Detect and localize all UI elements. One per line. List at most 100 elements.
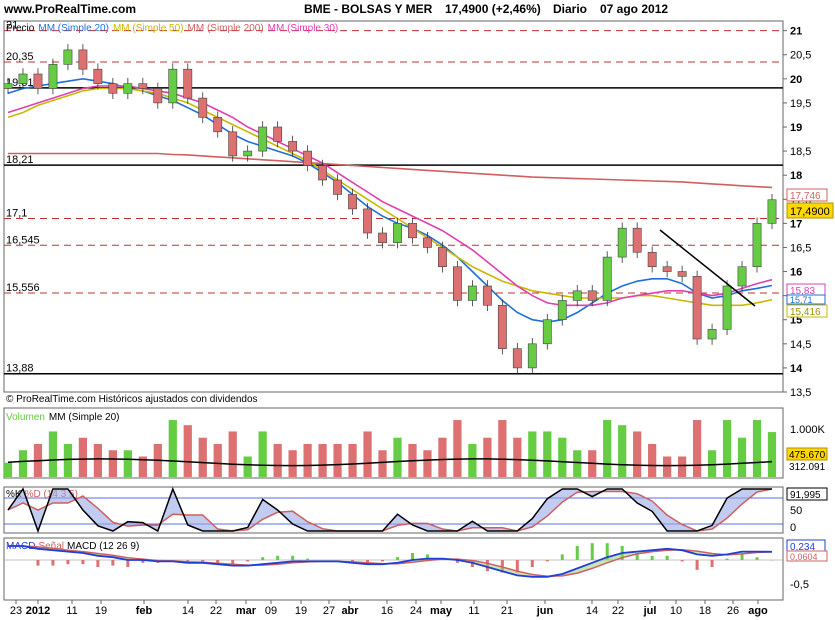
candle-body (18, 73, 28, 84)
legend-precio: Precio (6, 23, 35, 34)
price-tick: 20 (790, 74, 802, 86)
macd-hist-bar (680, 560, 684, 562)
candle-body (602, 256, 612, 301)
candle-body (438, 247, 447, 268)
svg-text:91,995: 91,995 (790, 490, 821, 501)
svg-text:17,746: 17,746 (790, 191, 821, 202)
mm50-line (7, 87, 773, 307)
trend-line (659, 229, 756, 307)
macd-hist-bar (126, 560, 130, 567)
macd-hist-bar (261, 557, 265, 560)
level-label: 21 (6, 20, 18, 32)
period-label: Diario (553, 2, 588, 16)
macd-hist-bar (710, 560, 714, 567)
value-box-mm200: 17,746 (786, 188, 828, 202)
price-tick: 20,5 (790, 50, 811, 62)
value-volume-last: 312.091 (789, 462, 826, 473)
volume-ma-line (7, 458, 773, 467)
volume-bar (752, 420, 762, 477)
candle-body (33, 73, 43, 89)
svg-text:15,416: 15,416 (790, 307, 821, 318)
volume-bar (18, 450, 28, 477)
time-label: jun (536, 605, 554, 617)
level-label: 20,35 (6, 51, 34, 63)
candle-body (78, 49, 88, 70)
moving-average-lines (7, 77, 773, 323)
time-label: 18 (699, 605, 711, 617)
svg-text:475.670: 475.670 (789, 450, 826, 461)
volume-bar (318, 443, 327, 477)
time-label: 09 (265, 605, 277, 617)
time-label: 2012 (26, 605, 50, 617)
value-box-mm20: 15,71 (786, 294, 826, 305)
candle-body (153, 88, 163, 104)
time-label: 11 (66, 605, 77, 617)
candle-body (378, 232, 387, 243)
macd-hist-bar (231, 560, 235, 565)
volume-bar (48, 431, 58, 477)
candle-body (617, 227, 627, 258)
legend-volume: Volumen (6, 412, 45, 423)
candle-body (647, 251, 657, 268)
candle-body (677, 271, 687, 277)
volume-bar (393, 437, 402, 477)
volume-bar (123, 450, 132, 477)
data-source-footer: © ProRealTime.com Históricos ajustados c… (6, 394, 258, 405)
macd-tick: -0,5 (790, 579, 809, 591)
time-label: 10 (670, 605, 682, 617)
volume-bar (168, 420, 177, 477)
macd-hist-bar (515, 560, 519, 573)
time-label: 23 (10, 605, 22, 617)
candle-body (482, 285, 492, 306)
volume-bar (737, 437, 747, 477)
price-tick: 18,5 (790, 146, 811, 158)
mm200-line (8, 152, 773, 189)
volume-bar (573, 450, 582, 477)
candle-body (752, 223, 762, 268)
value-box-signal: 0,0604 (786, 550, 828, 562)
volume-bar (423, 450, 432, 477)
candle-body (318, 165, 328, 181)
candle-body (288, 141, 298, 152)
svg-text:15,83: 15,83 (790, 286, 815, 297)
candle-body (452, 266, 462, 301)
volume-bar (288, 450, 297, 477)
macd-hist-bar (665, 555, 669, 560)
volume-bar (303, 443, 312, 477)
time-label: 21 (501, 605, 513, 617)
candle-body (123, 83, 133, 94)
candlesticks (3, 44, 777, 374)
candle-body (363, 208, 372, 234)
value-box-volume-ma: 475.670 (786, 447, 828, 461)
svg-text:0,0604: 0,0604 (790, 552, 818, 562)
candle-body (333, 179, 342, 195)
time-label: 27 (323, 605, 335, 617)
chart-date: 07 ago 2012 (600, 2, 669, 16)
macd-hist-bar (635, 553, 639, 560)
candle-body (198, 97, 208, 118)
price-tick: 16,5 (790, 242, 811, 254)
volume-bar (722, 420, 732, 477)
volume-bar (213, 443, 222, 477)
macd-panel[interactable] (3, 537, 784, 601)
volume-bar (648, 443, 657, 477)
candle-body (662, 266, 672, 272)
candle-body (423, 237, 432, 248)
macd-hist-bar (66, 560, 70, 565)
volume-bar (707, 450, 717, 477)
volume-bar (663, 456, 672, 477)
candle-body (258, 126, 268, 152)
stoch-d-line (7, 488, 773, 532)
macd-hist-bar (201, 560, 205, 562)
time-label: 22 (612, 605, 624, 617)
candle-body (273, 126, 283, 142)
time-label: 19 (295, 605, 307, 617)
candle-body (497, 304, 507, 349)
site-name[interactable]: www.ProRealTime.com (4, 2, 137, 16)
time-label: 24 (410, 605, 422, 617)
candle-body (393, 223, 402, 243)
svg-text:15,71: 15,71 (790, 295, 813, 305)
candle-body (213, 117, 223, 133)
